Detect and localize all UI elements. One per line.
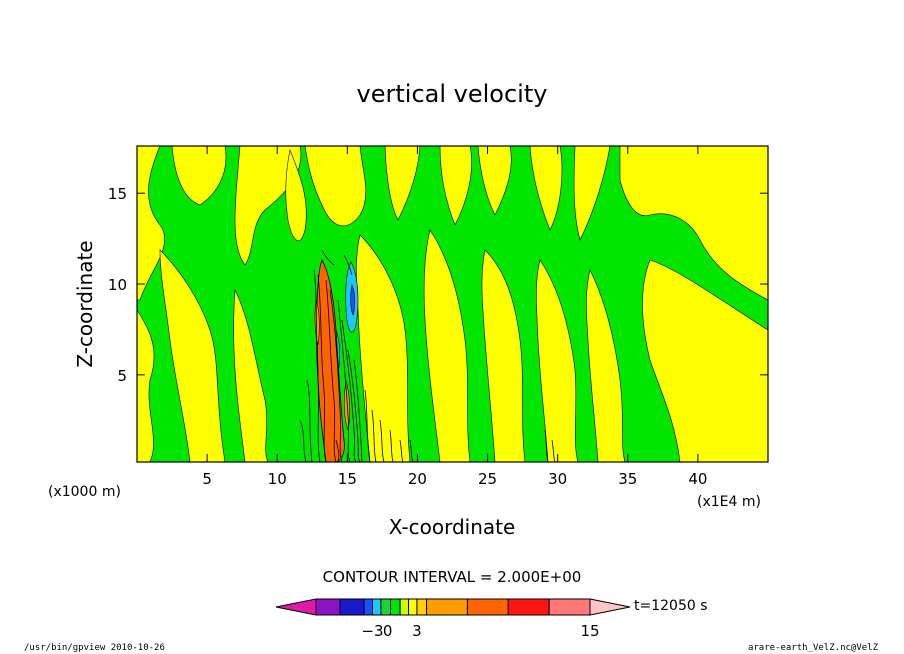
- x-tick-label: 15: [338, 470, 357, 488]
- x-axis-label: X-coordinate: [389, 515, 516, 539]
- colorbar-cell: [466, 598, 509, 616]
- colorbar: [275, 598, 631, 616]
- chart-title: vertical velocity: [357, 80, 548, 108]
- colorbar-over-triangle: [589, 598, 631, 616]
- yellow-regions: [137, 146, 768, 462]
- x-units-right: (x1E4 m): [697, 494, 761, 510]
- colorbar-label: 3: [412, 622, 422, 640]
- footer-left: /usr/bin/gpview 2010-10-26: [24, 643, 165, 653]
- colorbar-cell: [339, 598, 365, 616]
- plot-frame: [136, 145, 769, 463]
- x-tick-label: 20: [408, 470, 427, 488]
- x-tick-label: 5: [202, 470, 212, 488]
- colorbar-label: 0: [383, 622, 393, 640]
- contour-lines: [299, 249, 556, 462]
- y-tick-label: 15: [108, 185, 127, 203]
- x-tick-label: 40: [688, 470, 707, 488]
- updraft-core: [316, 259, 345, 462]
- x-tick-label: 25: [478, 470, 497, 488]
- colorbar-label: 15: [580, 622, 599, 640]
- x-tick-label: 10: [268, 470, 287, 488]
- y-axis-label: Z-coordinate: [73, 240, 97, 367]
- colorbar-cell: [390, 598, 401, 616]
- x-tick-label: 35: [618, 470, 637, 488]
- x-tick-label: 30: [548, 470, 567, 488]
- colorbar-cell: [416, 598, 428, 616]
- time-label: t=12050 s: [634, 598, 708, 614]
- contour-interval: CONTOUR INTERVAL = 2.000E+00: [323, 568, 582, 586]
- colorbar-cell: [380, 598, 392, 616]
- colorbar-label: −3: [361, 622, 383, 640]
- y-tick-label: 10: [108, 276, 127, 294]
- footer-right: arare-earth_VelZ.nc@VelZ: [747, 643, 878, 653]
- colorbar-under-triangle: [275, 598, 317, 616]
- colorbar-cell: [426, 598, 468, 616]
- colorbar-cell: [315, 598, 341, 616]
- colorbar-labels: −3 0 3 15: [361, 622, 599, 640]
- colorbar-cell: [371, 598, 382, 616]
- x-units-left: (x1000 m): [48, 484, 121, 500]
- colorbar-cell: [399, 598, 410, 616]
- colorbar-cell: [507, 598, 550, 616]
- contour-plot-area: [137, 146, 768, 462]
- colorbar-cell: [408, 598, 418, 616]
- y-tick-label: 5: [117, 367, 127, 385]
- x-axis: 5 10 15 20 25 30 35 40: [202, 146, 707, 488]
- colorbar-cell: [363, 598, 373, 616]
- y-axis: 5 10 15: [108, 185, 768, 385]
- colorbar-cell: [548, 598, 591, 616]
- downdraft-strong: [350, 283, 356, 316]
